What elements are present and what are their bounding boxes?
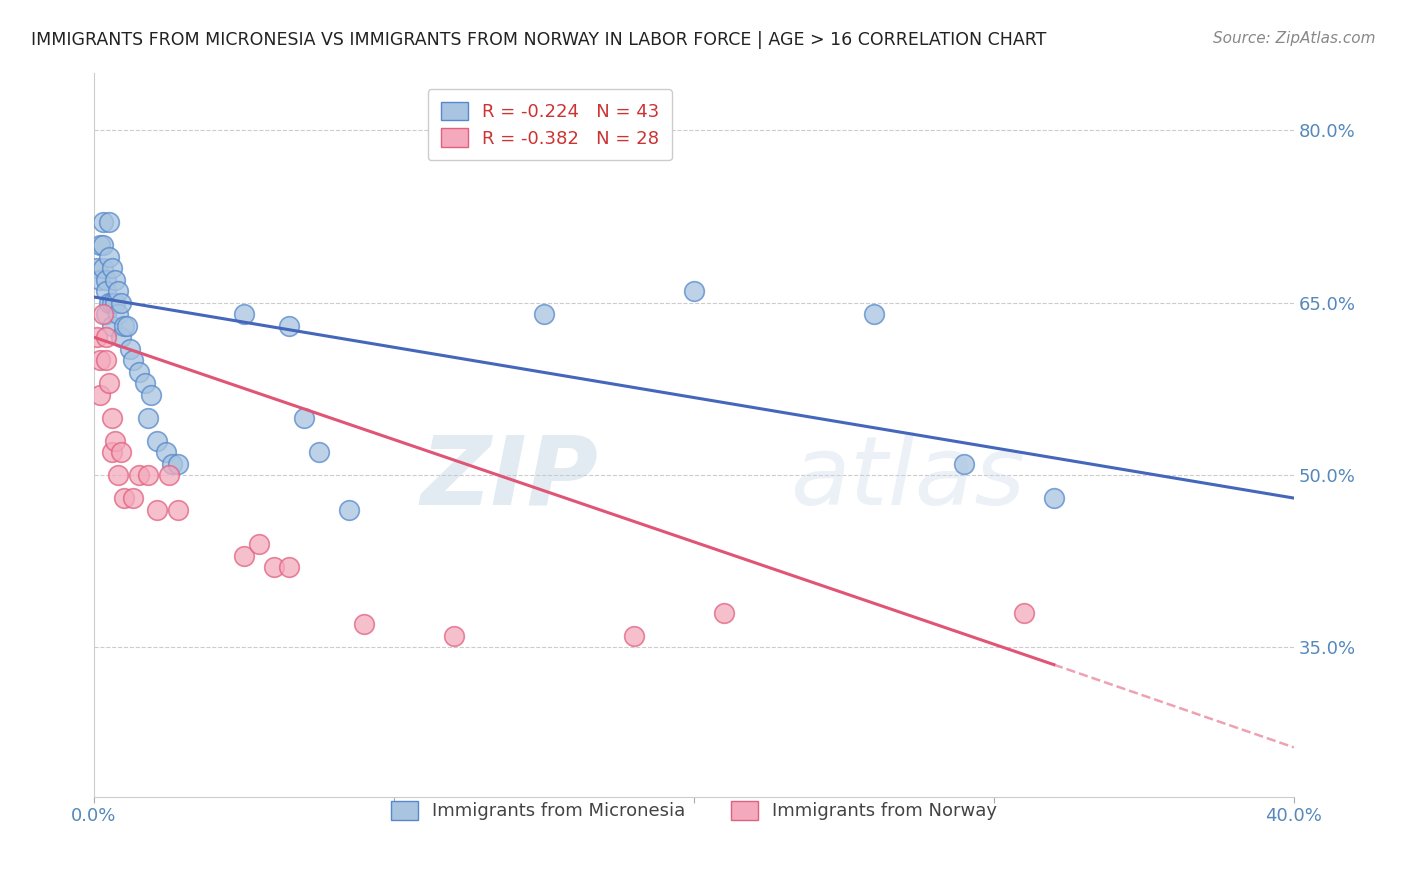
Point [136, 468, 159, 483]
Point [104, 273, 127, 287]
Legend: Immigrants from Micronesia, Immigrants from Norway: Immigrants from Micronesia, Immigrants f… [377, 787, 1011, 835]
Point [863, 307, 886, 321]
Point [101, 318, 124, 333]
Point [146, 434, 169, 448]
Point [94, 307, 117, 321]
Point [104, 295, 127, 310]
Point [167, 457, 190, 471]
Point [101, 410, 124, 425]
Point [953, 457, 976, 471]
Point [91, 238, 114, 252]
Point [277, 318, 299, 333]
Point [97, 215, 120, 229]
Point [683, 285, 706, 299]
Point [308, 445, 330, 459]
Point [107, 307, 129, 321]
Point [91, 215, 114, 229]
Point [112, 318, 135, 333]
Point [157, 468, 180, 483]
Point [713, 606, 735, 620]
Point [110, 295, 132, 310]
Point [107, 468, 129, 483]
Point [533, 307, 555, 321]
Point [292, 410, 315, 425]
Point [91, 261, 114, 276]
Text: IMMIGRANTS FROM MICRONESIA VS IMMIGRANTS FROM NORWAY IN LABOR FORCE | AGE > 16 C: IMMIGRANTS FROM MICRONESIA VS IMMIGRANTS… [31, 31, 1046, 49]
Point [1012, 606, 1035, 620]
Point [86, 330, 108, 344]
Point [353, 617, 375, 632]
Point [1043, 491, 1066, 505]
Point [101, 445, 124, 459]
Point [89, 238, 111, 252]
Point [115, 318, 138, 333]
Point [94, 273, 117, 287]
Point [110, 445, 132, 459]
Point [97, 295, 120, 310]
Point [97, 250, 120, 264]
Point [160, 457, 183, 471]
Point [97, 376, 120, 391]
Point [167, 502, 190, 516]
Text: Source: ZipAtlas.com: Source: ZipAtlas.com [1212, 31, 1375, 46]
Point [232, 549, 254, 563]
Point [128, 468, 150, 483]
Text: atlas: atlas [790, 432, 1025, 524]
Point [136, 410, 159, 425]
Point [122, 491, 145, 505]
Point [247, 537, 270, 551]
Point [110, 330, 132, 344]
Text: ZIP: ZIP [420, 432, 598, 524]
Point [134, 376, 156, 391]
Point [118, 342, 141, 356]
Point [128, 365, 150, 379]
Point [277, 560, 299, 574]
Point [94, 353, 117, 368]
Point [89, 387, 111, 401]
Point [101, 295, 124, 310]
Point [139, 387, 162, 401]
Point [86, 261, 108, 276]
Point [232, 307, 254, 321]
Point [101, 261, 124, 276]
Point [89, 353, 111, 368]
Point [89, 273, 111, 287]
Point [263, 560, 285, 574]
Point [94, 330, 117, 344]
Point [112, 491, 135, 505]
Point [91, 307, 114, 321]
Point [146, 502, 169, 516]
Point [155, 445, 177, 459]
Point [337, 502, 360, 516]
Point [107, 285, 129, 299]
Point [94, 285, 117, 299]
Point [104, 434, 127, 448]
Point [623, 629, 645, 643]
Point [122, 353, 145, 368]
Point [443, 629, 465, 643]
